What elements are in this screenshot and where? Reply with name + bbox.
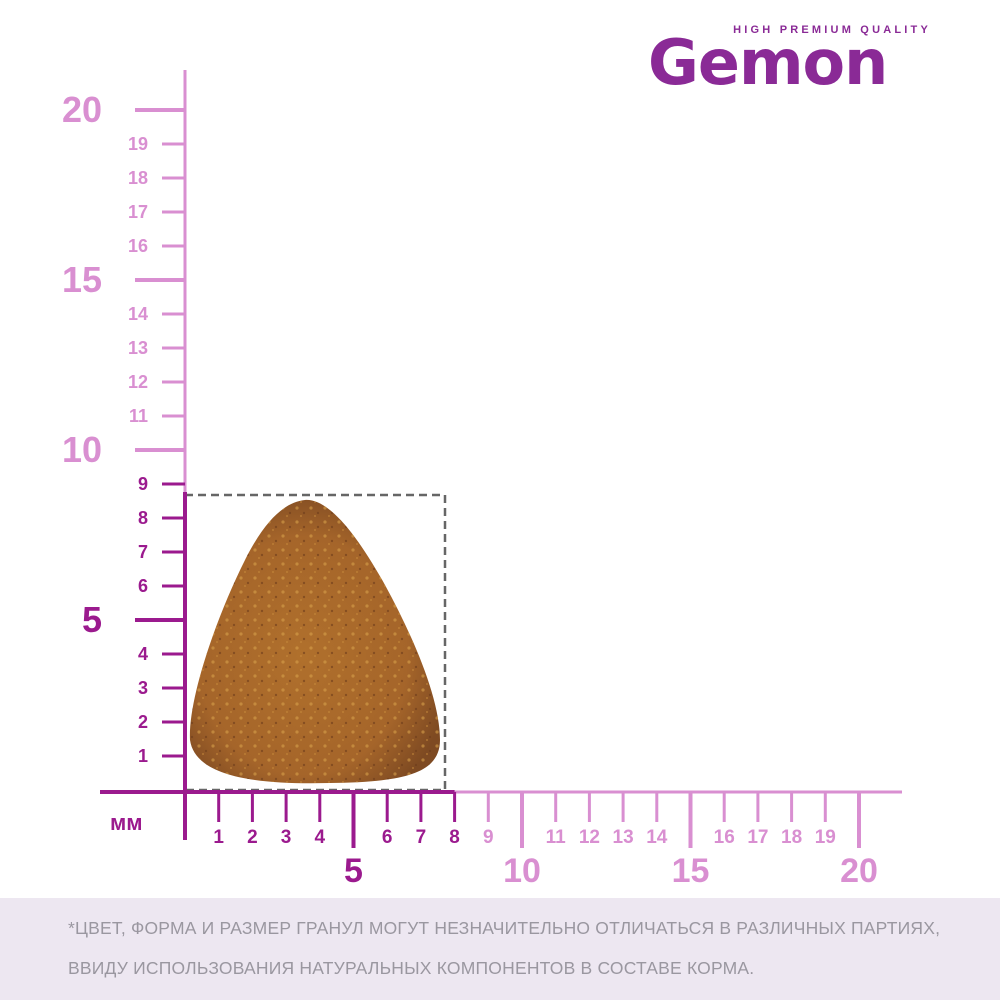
disclaimer-line-2: ВВИДУ ИСПОЛЬЗОВАНИЯ НАТУРАЛЬНЫХ КОМПОНЕН… <box>68 958 755 978</box>
x-tick-label: 20 <box>840 852 878 890</box>
x-tick-label: 16 <box>714 827 735 848</box>
x-tick-label: 3 <box>281 827 292 848</box>
y-tick-label: 16 <box>128 236 148 256</box>
y-tick-label: 3 <box>138 678 148 698</box>
x-tick-label: 17 <box>747 827 768 848</box>
x-tick-label: 18 <box>781 827 802 848</box>
x-tick-label: 14 <box>646 827 668 848</box>
x-tick-label: 13 <box>613 827 634 848</box>
x-tick-label: 8 <box>449 827 460 848</box>
x-tick-label: 11 <box>546 827 567 848</box>
kibble-image <box>189 499 440 784</box>
y-tick-label: 13 <box>128 338 148 358</box>
x-tick-label: 5 <box>344 852 363 890</box>
y-tick-label: 6 <box>138 576 148 596</box>
x-tick-label: 6 <box>382 827 393 848</box>
x-tick-label: 12 <box>579 827 600 848</box>
y-tick-label: 18 <box>128 168 148 188</box>
x-tick-label: 9 <box>483 827 494 848</box>
y-tick-label: 17 <box>128 202 148 222</box>
disclaimer-line-1: *ЦВЕТ, ФОРМА И РАЗМЕР ГРАНУЛ МОГУТ НЕЗНА… <box>68 918 941 938</box>
x-tick-label: 19 <box>815 827 836 848</box>
x-tick-label: 10 <box>503 852 541 890</box>
logo-tagline: HIGH PREMIUM QUALITY <box>733 24 931 36</box>
logo-name: Gemon <box>648 26 888 99</box>
y-tick-label: 14 <box>128 304 148 324</box>
y-tick-label: 8 <box>138 508 148 528</box>
y-tick-label: 11 <box>129 406 148 426</box>
unit-label: мм <box>110 810 143 835</box>
y-tick-label: 2 <box>138 712 148 732</box>
x-tick-label: 4 <box>315 827 326 848</box>
y-tick-label: 15 <box>62 259 102 300</box>
brand-logo: HIGH PREMIUM QUALITY Gemon <box>648 24 933 99</box>
y-tick-label: 1 <box>138 746 148 766</box>
y-tick-label: 20 <box>62 89 102 130</box>
y-tick-label: 5 <box>82 599 102 640</box>
y-tick-label: 12 <box>128 372 148 392</box>
y-tick-label: 9 <box>138 474 148 494</box>
x-tick-label: 1 <box>213 827 224 848</box>
x-tick-label: 15 <box>672 852 710 890</box>
x-tick-label: 2 <box>247 827 258 848</box>
y-tick-label: 19 <box>128 134 148 154</box>
y-tick-label: 7 <box>138 542 148 562</box>
x-tick-label: 7 <box>416 827 427 848</box>
y-tick-label: 10 <box>62 429 102 470</box>
y-tick-label: 4 <box>138 644 148 664</box>
disclaimer-band: *ЦВЕТ, ФОРМА И РАЗМЕР ГРАНУЛ МОГУТ НЕЗНА… <box>0 898 1000 1000</box>
